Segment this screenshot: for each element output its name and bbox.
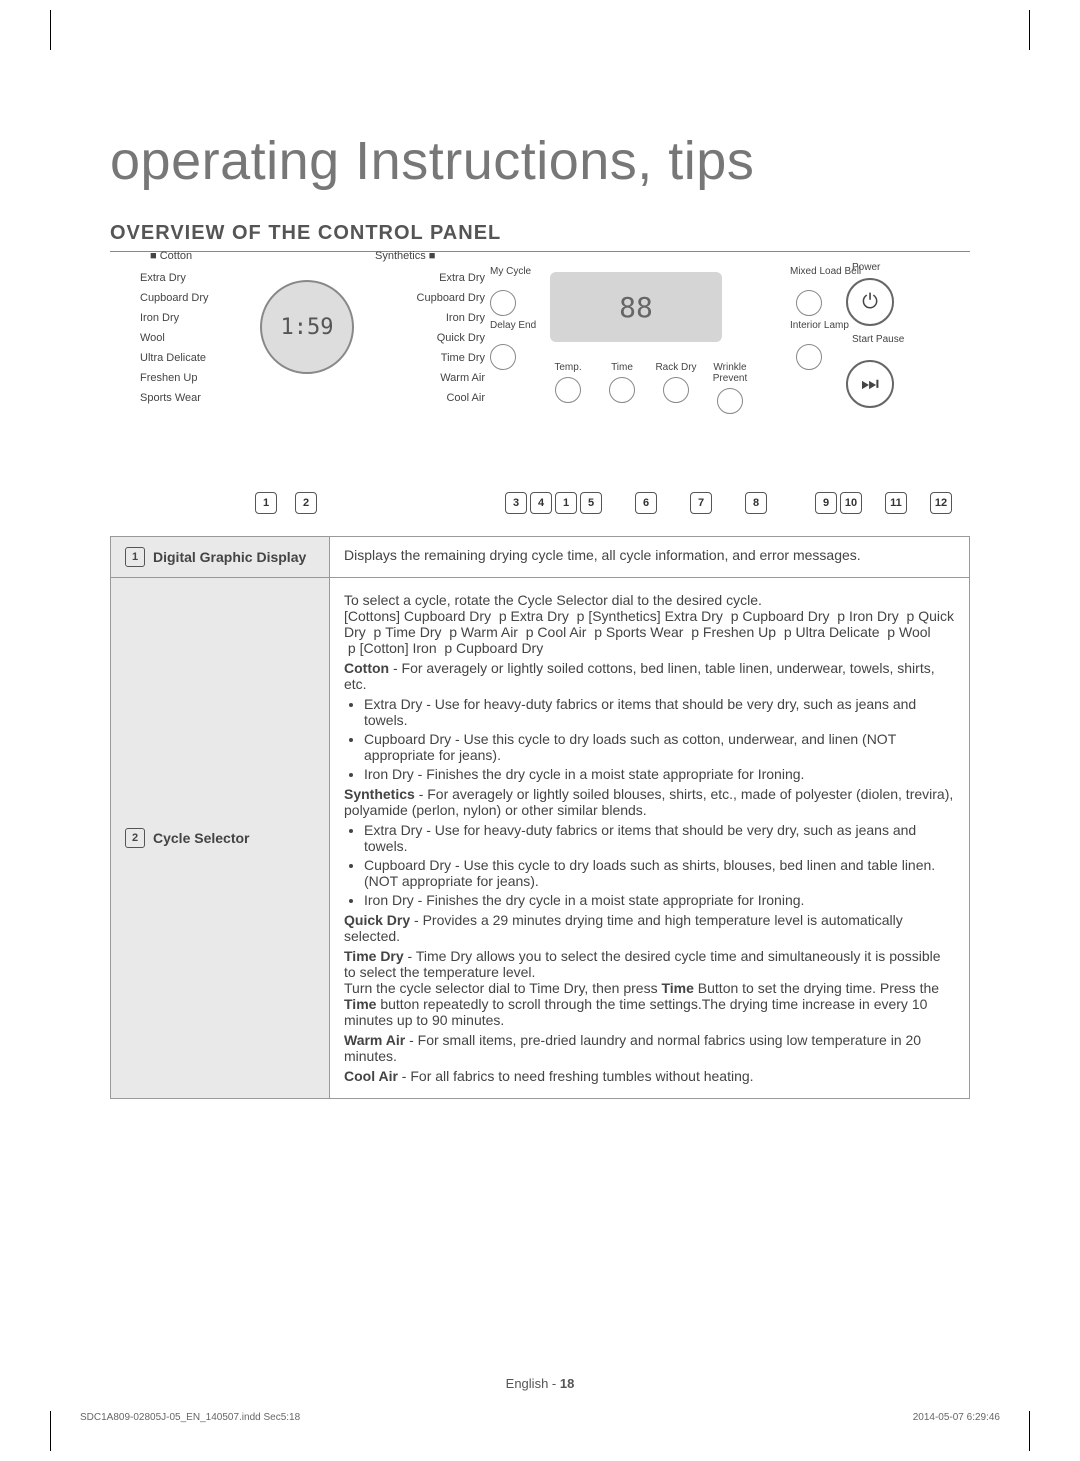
cycle-item: Extra Dry — [365, 268, 485, 288]
start-pause-label: Start Pause — [852, 334, 904, 345]
table-row: 2 Cycle Selector To select a cycle, rotate… — [111, 578, 970, 1099]
synthetics-label: Synthetics — [375, 250, 426, 262]
callout-number: 6 — [635, 492, 657, 514]
temp-button[interactable] — [555, 377, 581, 403]
row-description-cell: To select a cycle, rotate the Cycle Sele… — [330, 578, 970, 1099]
print-footer: SDC1A809-02805J-05_EN_140507.indd Sec5:1… — [80, 1412, 1000, 1423]
mixed-load-button[interactable] — [796, 290, 822, 316]
power-label: Power — [852, 262, 880, 273]
cycle-item: Time Dry — [365, 348, 485, 368]
row-label-cell: 1 Digital Graphic Display — [111, 537, 330, 578]
description-table: 1 Digital Graphic Display Displays the rem… — [110, 536, 970, 1099]
cycle-item: Sports Wear — [140, 388, 240, 408]
cycle-item: Extra Dry — [140, 268, 240, 288]
cycle-item: Iron Dry — [140, 308, 240, 328]
wrinkle-prevent-button[interactable] — [717, 388, 743, 414]
row-number: 2 — [125, 828, 145, 848]
group-label-synthetics: Synthetics ■ — [375, 250, 435, 262]
callout-number: 8 — [745, 492, 767, 514]
cycle-item: Cupboard Dry — [365, 288, 485, 308]
temp-option: Temp. — [544, 362, 592, 403]
rack-dry-button[interactable] — [663, 377, 689, 403]
delay-end-button[interactable] — [490, 344, 516, 370]
cycle-item: Freshen Up — [140, 368, 240, 388]
cycle-item: Ultra Delicate — [140, 348, 240, 368]
cycle-item: Quick Dry — [365, 328, 485, 348]
page-title: operating Instructions, tips — [110, 130, 970, 192]
mixed-load-label: Mixed Load Bell — [790, 266, 861, 277]
control-panel-diagram: ■ Cotton Synthetics ■ Extra DryCupboard … — [110, 262, 970, 522]
callout-number: 3 — [505, 492, 527, 514]
display-value: 88 — [619, 291, 653, 324]
callout-row: 1234156789101112 — [115, 492, 965, 518]
wrinkle-prevent-option: Wrinkle Prevent — [706, 362, 754, 414]
cycle-item: Warm Air — [365, 368, 485, 388]
callout-number: 9 — [815, 492, 837, 514]
interior-lamp-button[interactable] — [796, 344, 822, 370]
right-controls: My Cycle Delay End 88 Temp. Time Rack Dr… — [490, 262, 970, 442]
table-row: 1 Digital Graphic Display Displays the rem… — [111, 537, 970, 578]
row-description-cell: Displays the remaining drying cycle time… — [330, 537, 970, 578]
start-pause-button[interactable]: ⏭ — [846, 360, 894, 408]
row-label: Digital Graphic Display — [153, 549, 306, 565]
interior-lamp-label: Interior Lamp — [790, 320, 849, 331]
temp-label: Temp. — [544, 362, 592, 373]
digital-display: 88 — [550, 272, 722, 342]
my-cycle-label: My Cycle — [490, 266, 531, 277]
callout-number: 1 — [555, 492, 577, 514]
cycle-item: Wool — [140, 328, 240, 348]
time-option: Time — [598, 362, 646, 403]
callout-number: 2 — [295, 492, 317, 514]
footline-right: 2014-05-07 6:29:46 — [913, 1412, 1000, 1423]
row-label: Cycle Selector — [153, 830, 250, 846]
synthetics-cycle-list: Extra DryCupboard DryIron DryQuick DryTi… — [365, 268, 491, 408]
cycle-item: Cupboard Dry — [140, 288, 240, 308]
cycle-item: Iron Dry — [365, 308, 485, 328]
rack-dry-label: Rack Dry — [652, 362, 700, 373]
callout-number: 7 — [690, 492, 712, 514]
footer: English - 18 — [0, 1376, 1080, 1391]
callout-number: 12 — [930, 492, 952, 514]
cotton-cycle-list: Extra DryCupboard DryIron DryWoolUltra D… — [140, 268, 240, 408]
row-label-cell: 2 Cycle Selector — [111, 578, 330, 1099]
power-button[interactable]: ⏻ — [846, 278, 894, 326]
delay-end-label: Delay End — [490, 320, 536, 331]
crop-mark — [50, 10, 91, 50]
page: operating Instructions, tips OVERVIEW OF… — [0, 0, 1080, 1461]
callout-number: 10 — [840, 492, 862, 514]
my-cycle-button[interactable] — [490, 290, 516, 316]
callout-number: 5 — [580, 492, 602, 514]
wrinkle-prevent-label: Wrinkle Prevent — [706, 362, 754, 384]
section-heading: OVERVIEW OF THE CONTROL PANEL — [110, 222, 970, 252]
callout-number: 11 — [885, 492, 907, 514]
time-label: Time — [598, 362, 646, 373]
time-button[interactable] — [609, 377, 635, 403]
crop-mark — [989, 10, 1030, 50]
footer-page: 18 — [560, 1376, 574, 1391]
callout-number: 4 — [530, 492, 552, 514]
callout-number: 1 — [255, 492, 277, 514]
footer-lang: English - — [506, 1376, 560, 1391]
footline-left: SDC1A809-02805J-05_EN_140507.indd Sec5:1… — [80, 1412, 300, 1423]
row-number: 1 — [125, 547, 145, 567]
cycle-selector-dial[interactable]: 1:59 — [260, 280, 354, 374]
cotton-label: Cotton — [160, 250, 192, 262]
group-label-cotton: ■ Cotton — [150, 250, 192, 262]
rack-dry-option: Rack Dry — [652, 362, 700, 403]
cycle-item: Cool Air — [365, 388, 485, 408]
dial-display: 1:59 — [281, 315, 334, 340]
